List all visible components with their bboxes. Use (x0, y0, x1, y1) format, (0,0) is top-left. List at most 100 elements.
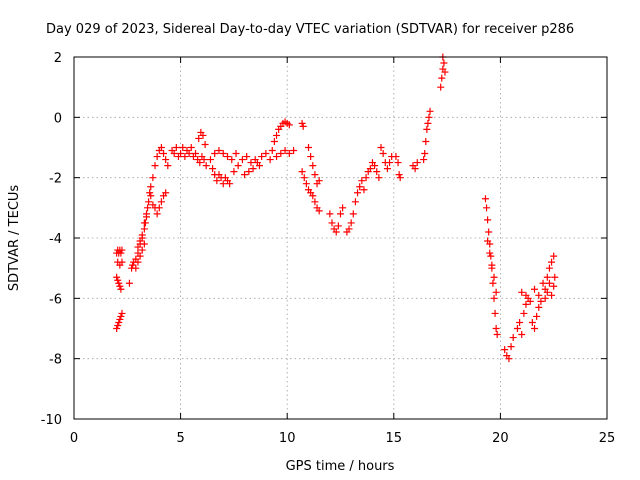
data-point (290, 147, 298, 155)
data-point (509, 334, 517, 342)
data-point (535, 291, 543, 299)
data-point (219, 180, 227, 188)
data-point (375, 174, 383, 182)
data-point (481, 195, 489, 203)
data-point (219, 150, 227, 158)
data-point (268, 147, 276, 155)
data-point (113, 273, 121, 281)
data-point (339, 204, 347, 212)
data-point (134, 243, 142, 251)
data-point (209, 165, 217, 173)
data-point (138, 231, 146, 239)
data-point (362, 174, 370, 182)
data-point (489, 279, 497, 287)
y-axis-label: SDTVAR / TECUs (7, 185, 22, 292)
data-point (117, 312, 125, 320)
data-point (266, 156, 274, 164)
data-point (299, 122, 307, 130)
y-tick-label: 2 (54, 51, 62, 66)
data-point (485, 228, 493, 236)
data-point (206, 156, 214, 164)
data-point (117, 249, 125, 257)
data-point (535, 303, 543, 311)
data-point (307, 153, 315, 161)
data-point (354, 189, 362, 197)
data-point (181, 153, 189, 161)
data-point (115, 318, 123, 326)
data-point (116, 282, 124, 290)
data-point (138, 246, 146, 254)
y-tick-labels: -10 -8 -6 -4 -2 0 2 (41, 51, 62, 428)
data-point (488, 261, 496, 269)
data-point (245, 168, 253, 176)
data-point (492, 288, 500, 296)
data-point (545, 264, 553, 272)
data-point (157, 144, 165, 151)
data-point (360, 186, 368, 194)
data-point (501, 346, 509, 354)
data-point (215, 147, 223, 155)
data-point (153, 210, 161, 218)
data-point (162, 156, 170, 164)
data-point (358, 177, 366, 185)
data-point (162, 189, 170, 197)
data-point (386, 159, 394, 167)
data-points (113, 53, 559, 363)
chart-title: Day 029 of 2023, Sidereal Day-to-day VTE… (46, 22, 574, 37)
data-point (345, 225, 353, 233)
data-point (172, 144, 180, 151)
x-tick-label: 20 (492, 431, 509, 446)
data-point (224, 153, 232, 161)
data-point (513, 325, 521, 332)
data-point (347, 219, 355, 227)
data-point (507, 343, 515, 351)
data-point (383, 165, 391, 173)
data-point (522, 300, 530, 308)
data-point (518, 331, 526, 339)
data-point (484, 216, 492, 224)
data-point (413, 159, 421, 167)
data-point (537, 297, 545, 305)
data-point (366, 165, 374, 173)
data-point (311, 171, 319, 179)
data-point (492, 325, 500, 332)
data-point (437, 83, 445, 91)
data-point (142, 213, 150, 221)
y-tick-label: 0 (54, 111, 62, 126)
data-point (520, 309, 528, 317)
data-point (177, 150, 185, 158)
data-point (518, 288, 526, 296)
data-point (298, 168, 306, 176)
data-point (425, 113, 433, 121)
data-point (144, 204, 152, 212)
data-point (395, 171, 403, 179)
data-point (249, 165, 257, 173)
y-tick-label: -8 (49, 353, 62, 368)
data-point (505, 355, 513, 363)
data-point (241, 171, 249, 179)
data-point (484, 237, 492, 245)
data-point (258, 153, 266, 161)
data-point (226, 180, 234, 188)
data-point (247, 159, 255, 167)
data-point (147, 183, 155, 191)
y-tick-label: -4 (49, 232, 62, 247)
data-point (526, 297, 534, 305)
x-tick-label: 25 (599, 431, 616, 446)
data-point (187, 144, 195, 151)
data-point (531, 325, 539, 332)
x-tick-label: 0 (70, 431, 78, 446)
data-point (392, 153, 400, 161)
data-point (491, 309, 499, 317)
x-tick-label: 15 (386, 431, 403, 446)
data-point (550, 282, 558, 290)
data-point (550, 252, 558, 260)
data-point (522, 291, 530, 299)
data-point (146, 189, 154, 197)
data-point (302, 180, 310, 188)
data-point (533, 312, 541, 320)
data-point (277, 150, 285, 158)
data-point (285, 121, 293, 129)
data-point (151, 162, 159, 170)
